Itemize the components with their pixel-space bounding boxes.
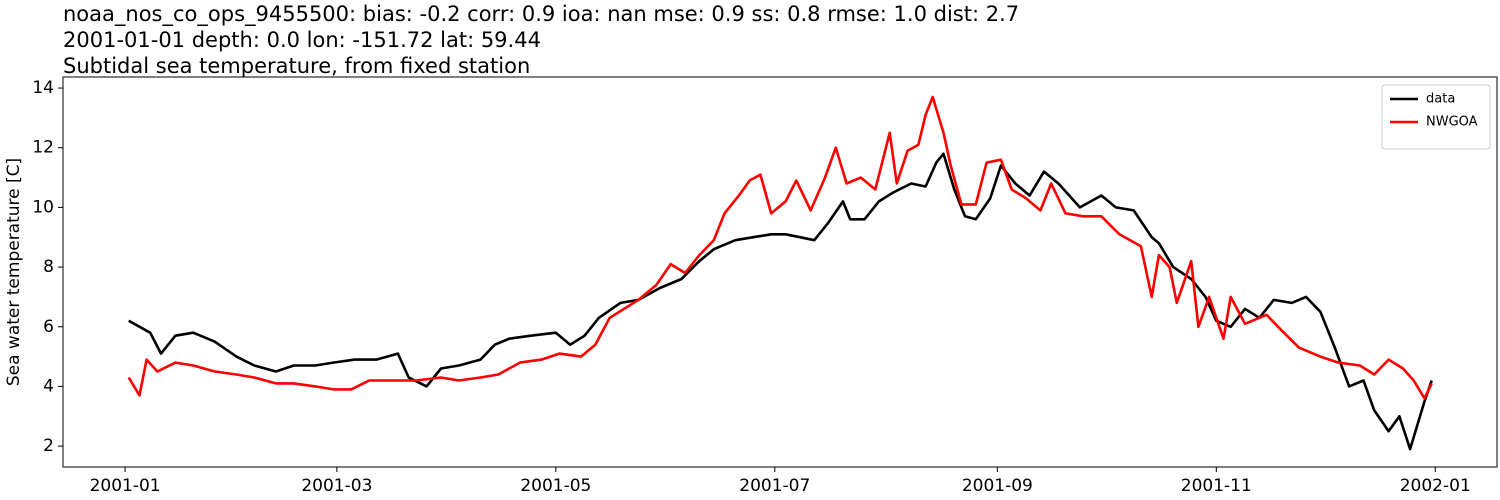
series-line — [128, 152, 1433, 451]
title-line: noaa_nos_co_ops_9455500: bias: -0.2 corr… — [63, 2, 1019, 27]
y-tick-label: 2 — [43, 436, 54, 456]
plot-frame — [62, 76, 1498, 468]
x-tick-label: 2002-01 — [1400, 476, 1471, 496]
y-tick-label: 10 — [32, 197, 54, 217]
x-tick-label: 2001-05 — [520, 476, 591, 496]
y-tick-label: 6 — [43, 317, 54, 337]
y-tick-label: 4 — [43, 376, 54, 396]
y-tick-label: 14 — [32, 78, 54, 98]
title-line: 2001-01-01 depth: 0.0 lon: -151.72 lat: … — [63, 28, 541, 52]
series-line — [127, 95, 1433, 400]
x-tick-label: 2001-09 — [962, 476, 1033, 496]
title-line: Subtidal sea temperature, from fixed sta… — [63, 54, 530, 78]
y-axis-label: Sea water temperature [C] — [4, 158, 24, 386]
y-tick-label: 12 — [32, 138, 54, 158]
legend-label: NWGOA — [1426, 115, 1478, 130]
x-tick-label: 2001-07 — [739, 476, 810, 496]
x-tick-label: 2001-11 — [1181, 476, 1252, 496]
x-tick-label: 2001-03 — [301, 476, 372, 496]
x-tick-label: 2001-01 — [90, 476, 161, 496]
y-tick-label: 8 — [43, 257, 54, 277]
legend-box — [1381, 84, 1491, 150]
legend-label: data — [1426, 92, 1455, 107]
